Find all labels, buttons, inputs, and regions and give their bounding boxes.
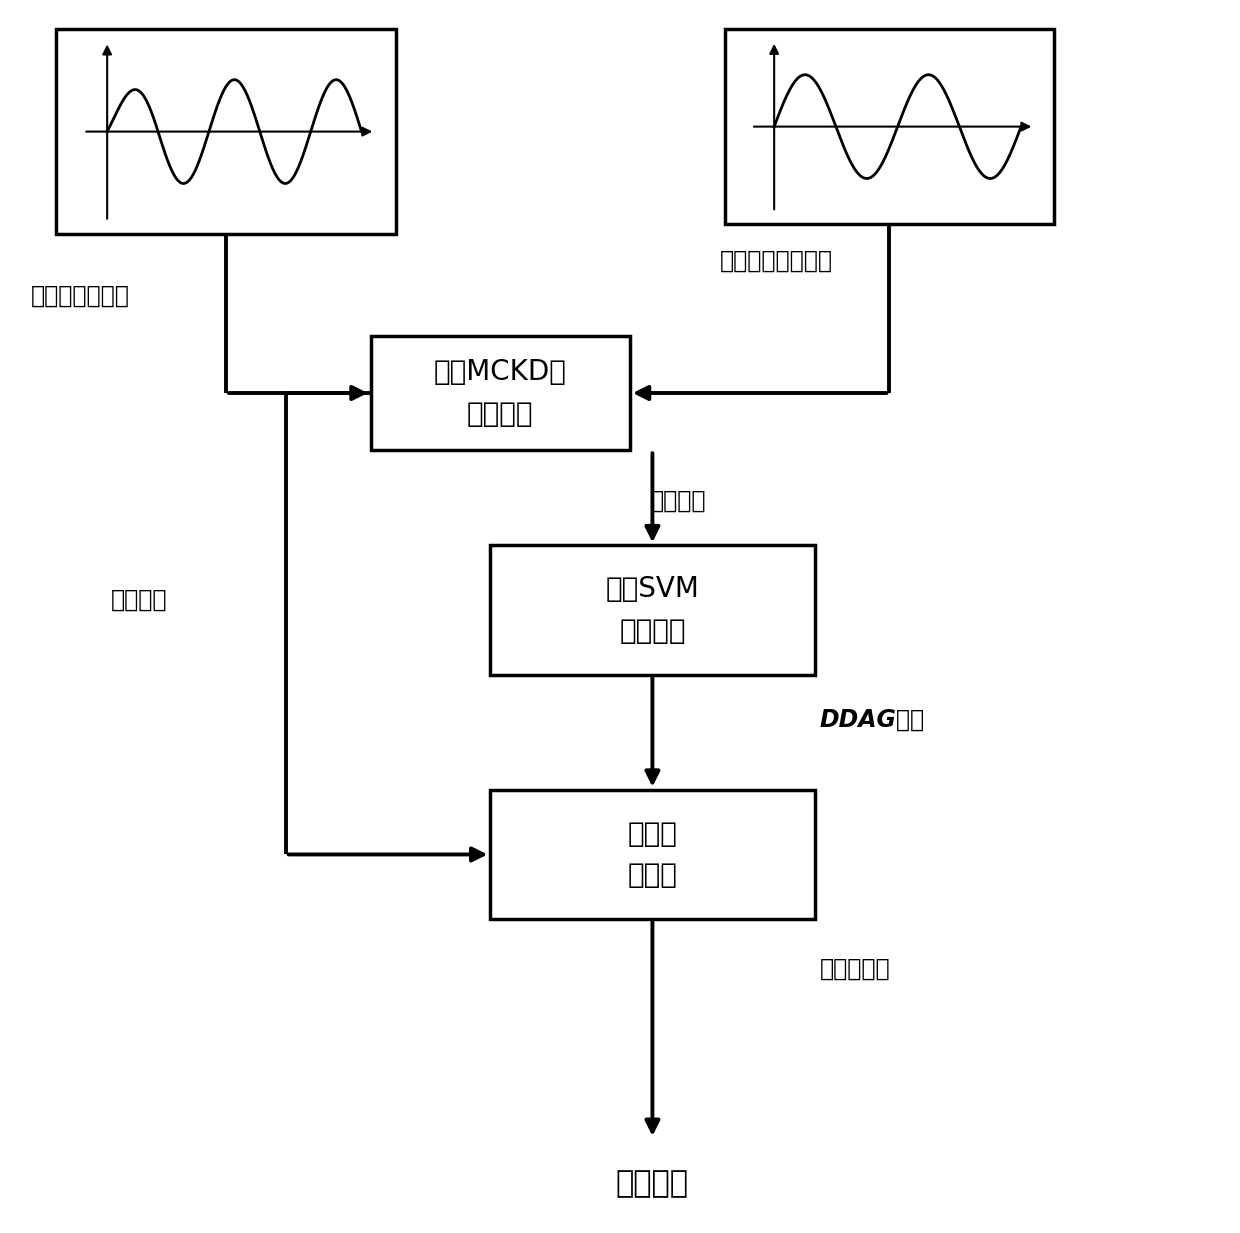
Bar [56,30,396,234]
Text: 基于MCKD的
特征提取: 基于MCKD的 特征提取 [434,359,567,428]
Bar [724,30,1054,224]
Text: 多个SVM
二分类器: 多个SVM 二分类器 [605,576,699,645]
Text: 分类器输出: 分类器输出 [820,957,890,981]
Text: 故障特征: 故障特征 [112,588,167,612]
Bar [490,789,815,920]
Text: 多类别的训练样本: 多类别的训练样本 [719,249,833,272]
Bar [371,335,630,450]
Bar [490,545,815,674]
Text: 待测试运行数据: 待测试运行数据 [31,284,130,308]
Text: 诊断结果: 诊断结果 [616,1169,689,1198]
Text: 多故障
分类器: 多故障 分类器 [627,820,677,889]
Text: DDAG结构: DDAG结构 [820,708,925,731]
Text: 故障特征: 故障特征 [650,488,707,512]
